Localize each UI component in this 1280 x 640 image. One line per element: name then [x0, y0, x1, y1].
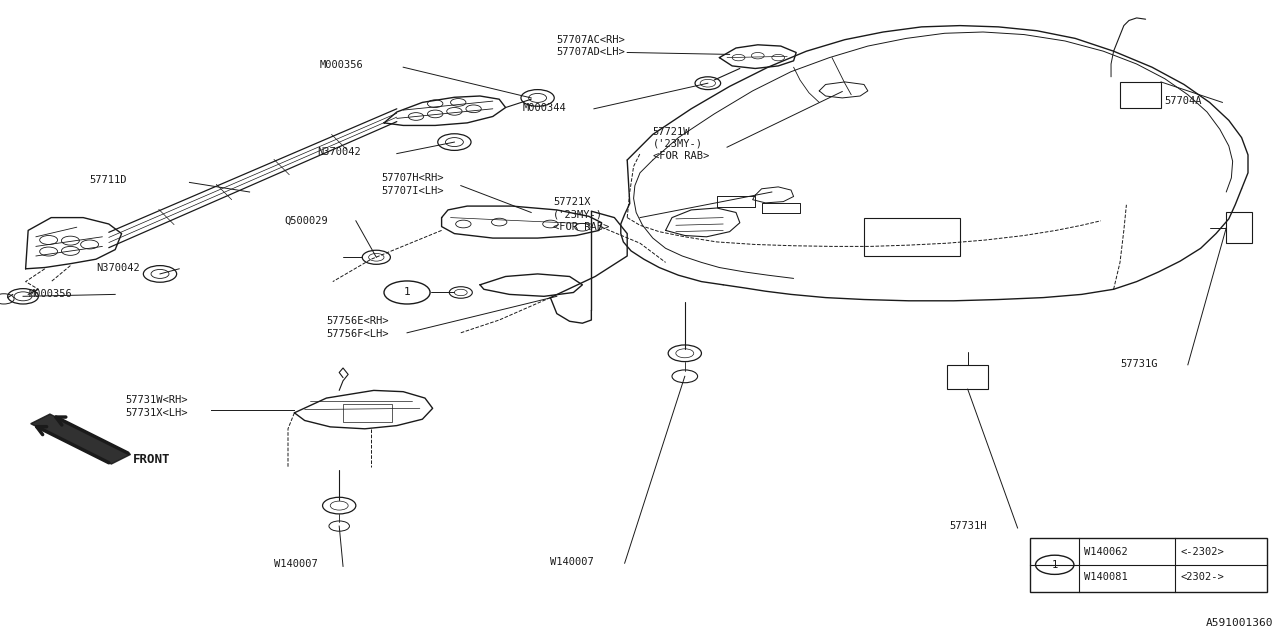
Text: 57704A: 57704A [1165, 96, 1202, 106]
Text: 1: 1 [403, 287, 411, 298]
Text: 1: 1 [1052, 560, 1057, 570]
Text: 57711D: 57711D [90, 175, 127, 186]
Text: W140007: W140007 [274, 559, 317, 570]
Text: W140081: W140081 [1084, 572, 1128, 582]
Bar [1030, 538, 1267, 592]
Text: N370042: N370042 [317, 147, 361, 157]
Bar [864, 218, 960, 256]
Text: Q500029: Q500029 [284, 216, 328, 226]
Bar [947, 365, 988, 389]
Bar [1226, 212, 1252, 243]
Text: <2302->: <2302-> [1180, 572, 1224, 582]
Bar [1120, 82, 1161, 108]
Text: W140007: W140007 [550, 557, 594, 567]
Text: 57756E<RH>
57756F<LH>: 57756E<RH> 57756F<LH> [326, 317, 389, 339]
Bar [343, 404, 392, 422]
Text: 57707AC<RH>
57707AD<LH>: 57707AC<RH> 57707AD<LH> [557, 35, 626, 57]
Text: 57731W<RH>
57731X<LH>: 57731W<RH> 57731X<LH> [125, 395, 188, 417]
Text: FRONT: FRONT [133, 453, 170, 466]
Text: 57731H: 57731H [950, 521, 987, 531]
Text: 57721X
('23MY-)
<FOR RAB>: 57721X ('23MY-) <FOR RAB> [553, 197, 609, 232]
Text: M000356: M000356 [320, 60, 364, 70]
Text: 57707H<RH>
57707I<LH>: 57707H<RH> 57707I<LH> [381, 173, 444, 196]
Text: N370042: N370042 [96, 262, 140, 273]
Text: 57731G: 57731G [1120, 358, 1157, 369]
Text: M000344: M000344 [522, 102, 566, 113]
Text: M000356: M000356 [28, 289, 72, 300]
Text: 57721W
('23MY-)
<FOR RAB>: 57721W ('23MY-) <FOR RAB> [653, 127, 709, 161]
Text: W140062: W140062 [1084, 547, 1128, 557]
Text: A591001360: A591001360 [1206, 618, 1274, 628]
Polygon shape [31, 414, 131, 464]
Text: <-2302>: <-2302> [1180, 547, 1224, 557]
